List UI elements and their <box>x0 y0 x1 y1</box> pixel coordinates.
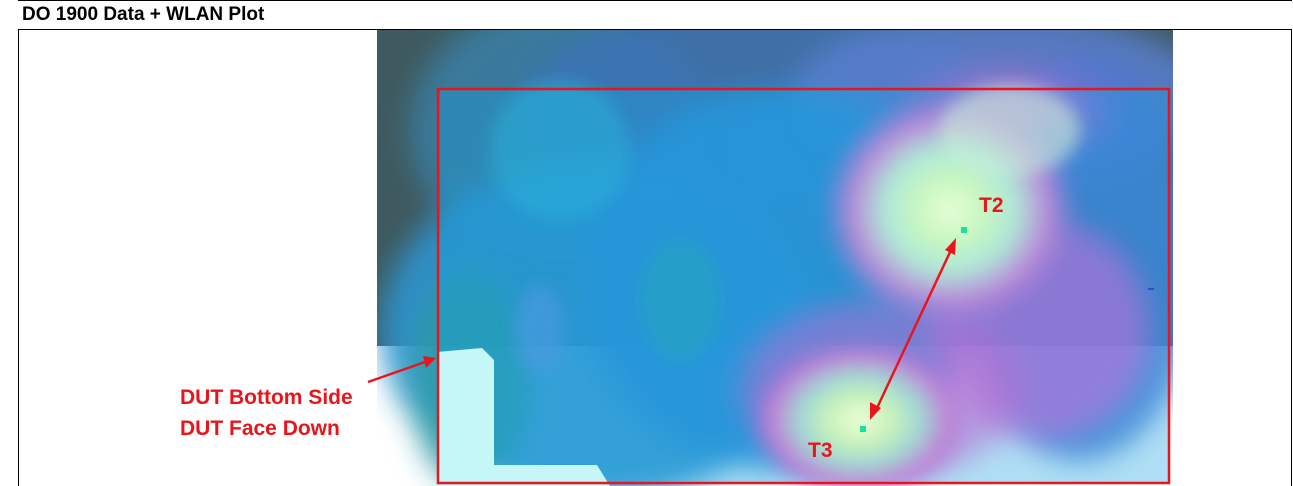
title-row: DO 1900 Data + WLAN Plot <box>18 0 1292 30</box>
annotation-arrow <box>367 356 436 384</box>
distance-arrow <box>870 238 956 420</box>
marker-t3 <box>860 426 866 432</box>
annotation-line-2: DUT Face Down <box>180 417 340 440</box>
annotation-line-1: DUT Bottom Side <box>180 386 353 409</box>
dut-edge-region <box>437 348 610 486</box>
dut-outline-rectangle <box>436 87 1171 485</box>
marker-t2 <box>961 227 967 233</box>
marker-label-t2: T2 <box>979 194 1004 217</box>
page-title: DO 1900 Data + WLAN Plot <box>22 4 265 25</box>
marker-label-t3: T3 <box>808 439 833 462</box>
table-cell-border <box>18 0 1292 486</box>
